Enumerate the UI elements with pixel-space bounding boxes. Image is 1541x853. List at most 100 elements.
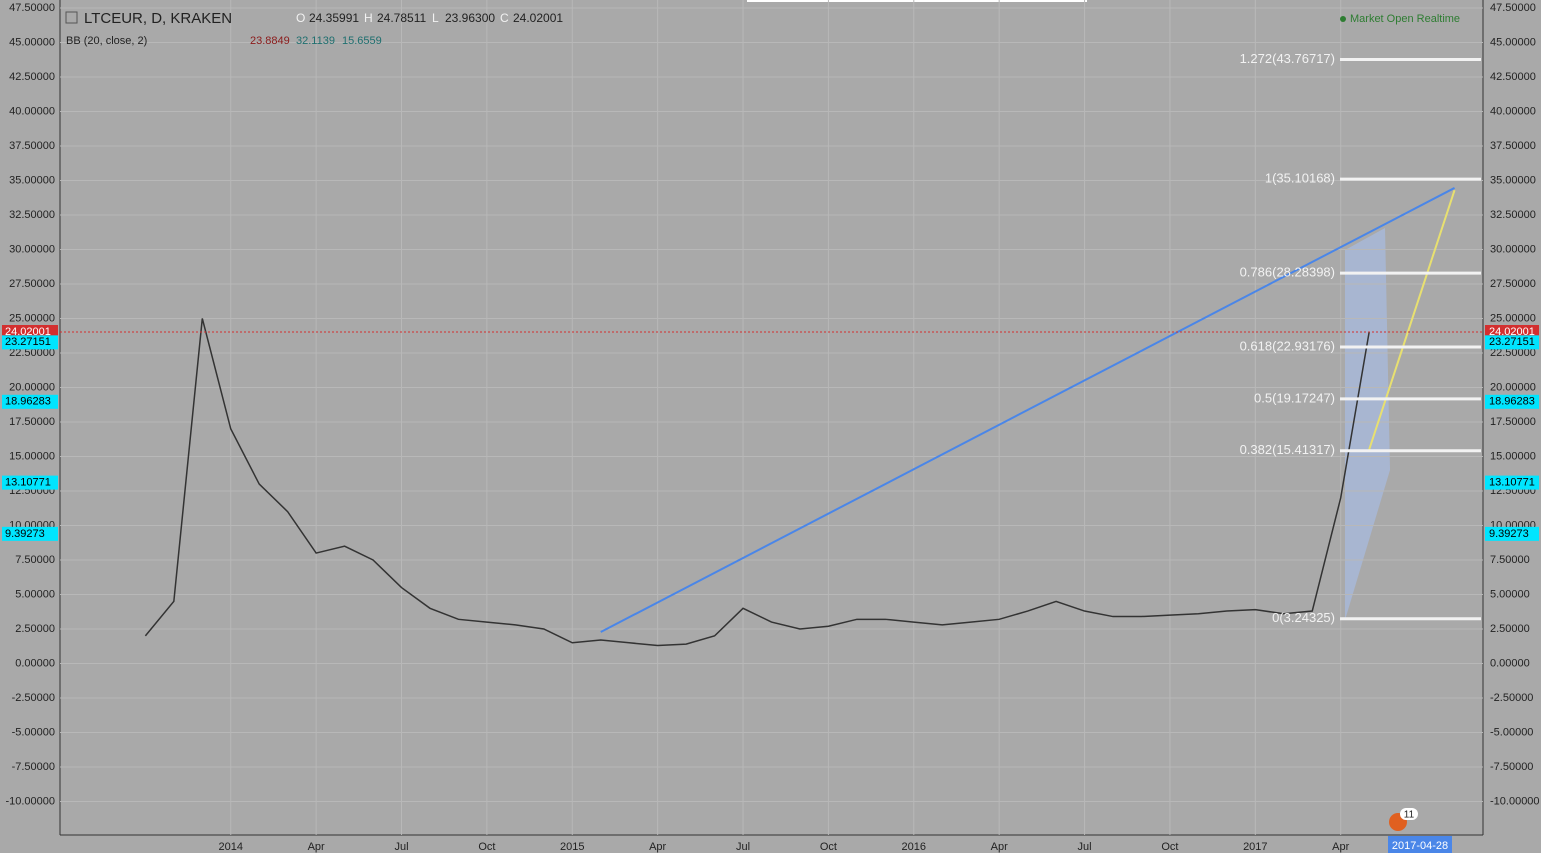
price-badge [1485,526,1539,541]
ohlc-value: 23.96300 [445,11,495,25]
y-tick-label-right: 42.50000 [1490,71,1536,83]
y-tick-label-right: 0.00000 [1490,657,1530,669]
y-tick-label: 30.00000 [9,243,55,255]
y-tick-label-right: 47.50000 [1490,2,1536,14]
price-badge-label: 23.27151 [1489,336,1535,348]
price-badge-label: 13.10771 [5,477,51,489]
y-tick-label-right: -7.50000 [1490,761,1533,773]
price-badge-label: 23.27151 [5,336,51,348]
fib-label: 0.5(19.17247) [1254,390,1335,405]
price-badge [1485,394,1539,409]
fib-shade [1345,228,1390,620]
price-badge-label: 9.39273 [5,528,45,540]
y-tick-label: 7.50000 [15,554,55,566]
y-tick-label: 37.50000 [9,140,55,152]
price-badge [1485,475,1539,490]
symbol-title: LTCEUR, D, KRAKEN [84,10,232,27]
x-tick-label: Oct [1161,841,1178,853]
y-tick-label: 32.50000 [9,209,55,221]
price-badge [2,394,58,409]
fib-label: 0.786(28.28398) [1240,265,1335,280]
y-tick-label-right: 5.00000 [1490,588,1530,600]
y-tick-label-right: 2.50000 [1490,623,1530,635]
y-tick-label-right: 17.50000 [1490,416,1536,428]
y-tick-label-right: 22.50000 [1490,347,1536,359]
fib-label: 1(35.10168) [1265,171,1335,186]
x-tick-label: Apr [1332,841,1349,853]
y-tick-label-right: 45.00000 [1490,36,1536,48]
price-badge-label: 24.02001 [5,326,51,338]
fib-label: 1.272(43.76717) [1240,51,1335,66]
trend-line [600,187,1456,633]
price-badge [1485,335,1539,350]
y-tick-label: 2.50000 [15,623,55,635]
price-line [144,318,1370,647]
status-dot [1340,16,1346,22]
x-tick-label: 2016 [902,841,926,853]
y-tick-label-right: 32.50000 [1490,209,1536,221]
y-tick-label: -10.00000 [5,795,55,807]
y-tick-label: 15.00000 [9,450,55,462]
price-badge-label: 24.02001 [1489,326,1535,338]
y-tick-label: 0.00000 [15,657,55,669]
fib-label: 0(3.24325) [1272,610,1335,625]
y-tick-label-right: 40.00000 [1490,105,1536,117]
indicator-value: 15.6559 [342,35,382,47]
y-tick-label-right: 7.50000 [1490,554,1530,566]
current-date: 2017-04-28 [1392,840,1448,852]
trend-line [1368,189,1456,450]
y-tick-label-right: -5.00000 [1490,726,1533,738]
ohlc-label: L [432,11,439,25]
x-tick-label: 2017 [1243,841,1267,853]
y-tick-label: -2.50000 [12,692,55,704]
y-tick-label: 22.50000 [9,347,55,359]
x-tick-label: Oct [820,841,837,853]
price-badge [2,335,58,350]
indicator-name: BB (20, close, 2) [66,35,147,47]
y-tick-label: 42.50000 [9,71,55,83]
x-tick-label: 2015 [560,841,584,853]
toolbar-edge [747,0,1087,2]
price-badge [2,526,58,541]
x-tick-label: Apr [649,841,666,853]
ohlc-label: H [364,11,373,25]
price-badge-label: 9.39273 [1489,528,1529,540]
y-tick-label-right: 15.00000 [1490,450,1536,462]
y-tick-label: 25.00000 [9,312,55,324]
y-tick-label: 5.00000 [15,588,55,600]
indicator-value: 32.1139 [296,35,335,47]
y-tick-label-right: 30.00000 [1490,243,1536,255]
fib-label: 0.382(15.41317) [1240,442,1335,457]
y-tick-label: -5.00000 [12,726,55,738]
y-tick-label-right: -2.50000 [1490,692,1533,704]
y-tick-label-right: 37.50000 [1490,140,1536,152]
ohlc-value: 24.35991 [309,11,359,25]
price-badge-label: 18.96283 [5,396,51,408]
x-tick-label: Jul [1078,841,1092,853]
y-tick-label-right: 35.00000 [1490,174,1536,186]
indicator-value: 23.8849 [250,35,290,47]
price-badge-label: 18.96283 [1489,396,1535,408]
x-tick-label: Jul [394,841,408,853]
y-tick-label: 45.00000 [9,36,55,48]
y-tick-label-right: -10.00000 [1490,795,1540,807]
ohlc-label: O [296,11,305,25]
market-status: Market Open Realtime [1350,13,1460,25]
ohlc-value: 24.02001 [513,11,563,25]
x-tick-label: Jul [736,841,750,853]
price-badge [2,475,58,490]
y-tick-label: 47.50000 [9,2,55,14]
notification-count: 11 [1404,810,1415,821]
y-tick-label: 27.50000 [9,278,55,290]
ohlc-value: 24.78511 [377,11,426,25]
y-tick-label-right: 25.00000 [1490,312,1536,324]
y-tick-label: -7.50000 [12,761,55,773]
y-tick-label-right: 27.50000 [1490,278,1536,290]
y-tick-label: 40.00000 [9,105,55,117]
y-tick-label: 17.50000 [9,416,55,428]
collapse-button[interactable] [65,11,78,24]
fib-label: 0.618(22.93176) [1240,338,1335,353]
